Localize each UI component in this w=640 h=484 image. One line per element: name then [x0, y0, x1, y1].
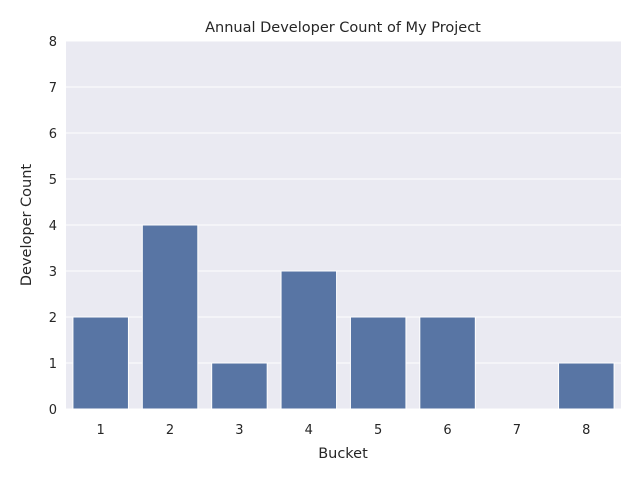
- x-tick-labels: 1 2 3 4 5 6 7 8: [97, 423, 591, 438]
- chart-title: Annual Developer Count of My Project: [205, 20, 481, 36]
- y-tick-label: 3: [49, 265, 57, 280]
- bar-bucket-6: [419, 316, 476, 410]
- y-axis-label: Developer Count: [19, 164, 35, 287]
- y-tick-label: 4: [49, 219, 57, 234]
- bar-bucket-3: [211, 362, 268, 410]
- bar-bucket-4: [280, 270, 338, 410]
- y-tick-label: 1: [49, 357, 57, 372]
- x-tick-label: 4: [305, 423, 313, 438]
- x-tick-label: 2: [166, 423, 174, 438]
- x-tick-label: 3: [235, 423, 243, 438]
- x-tick-label: 7: [513, 423, 521, 438]
- x-tick-label: 6: [443, 423, 451, 438]
- x-tick-label: 8: [582, 423, 590, 438]
- bars: [72, 224, 615, 410]
- y-tick-label: 0: [49, 403, 57, 418]
- y-tick-labels: 0 1 2 3 4 5 6 7 8: [49, 35, 57, 418]
- bar-bucket-1: [72, 316, 129, 410]
- y-tick-label: 8: [49, 35, 57, 50]
- y-tick-label: 7: [49, 81, 57, 96]
- y-tick-label: 6: [49, 127, 57, 142]
- x-tick-label: 5: [374, 423, 382, 438]
- x-axis-label: Bucket: [318, 446, 368, 462]
- bar-bucket-2: [141, 224, 199, 410]
- y-tick-label: 5: [49, 173, 57, 188]
- x-tick-label: 1: [97, 423, 105, 438]
- bar-bucket-8: [558, 362, 615, 410]
- y-tick-label: 2: [49, 311, 57, 326]
- bar-bucket-5: [349, 316, 407, 410]
